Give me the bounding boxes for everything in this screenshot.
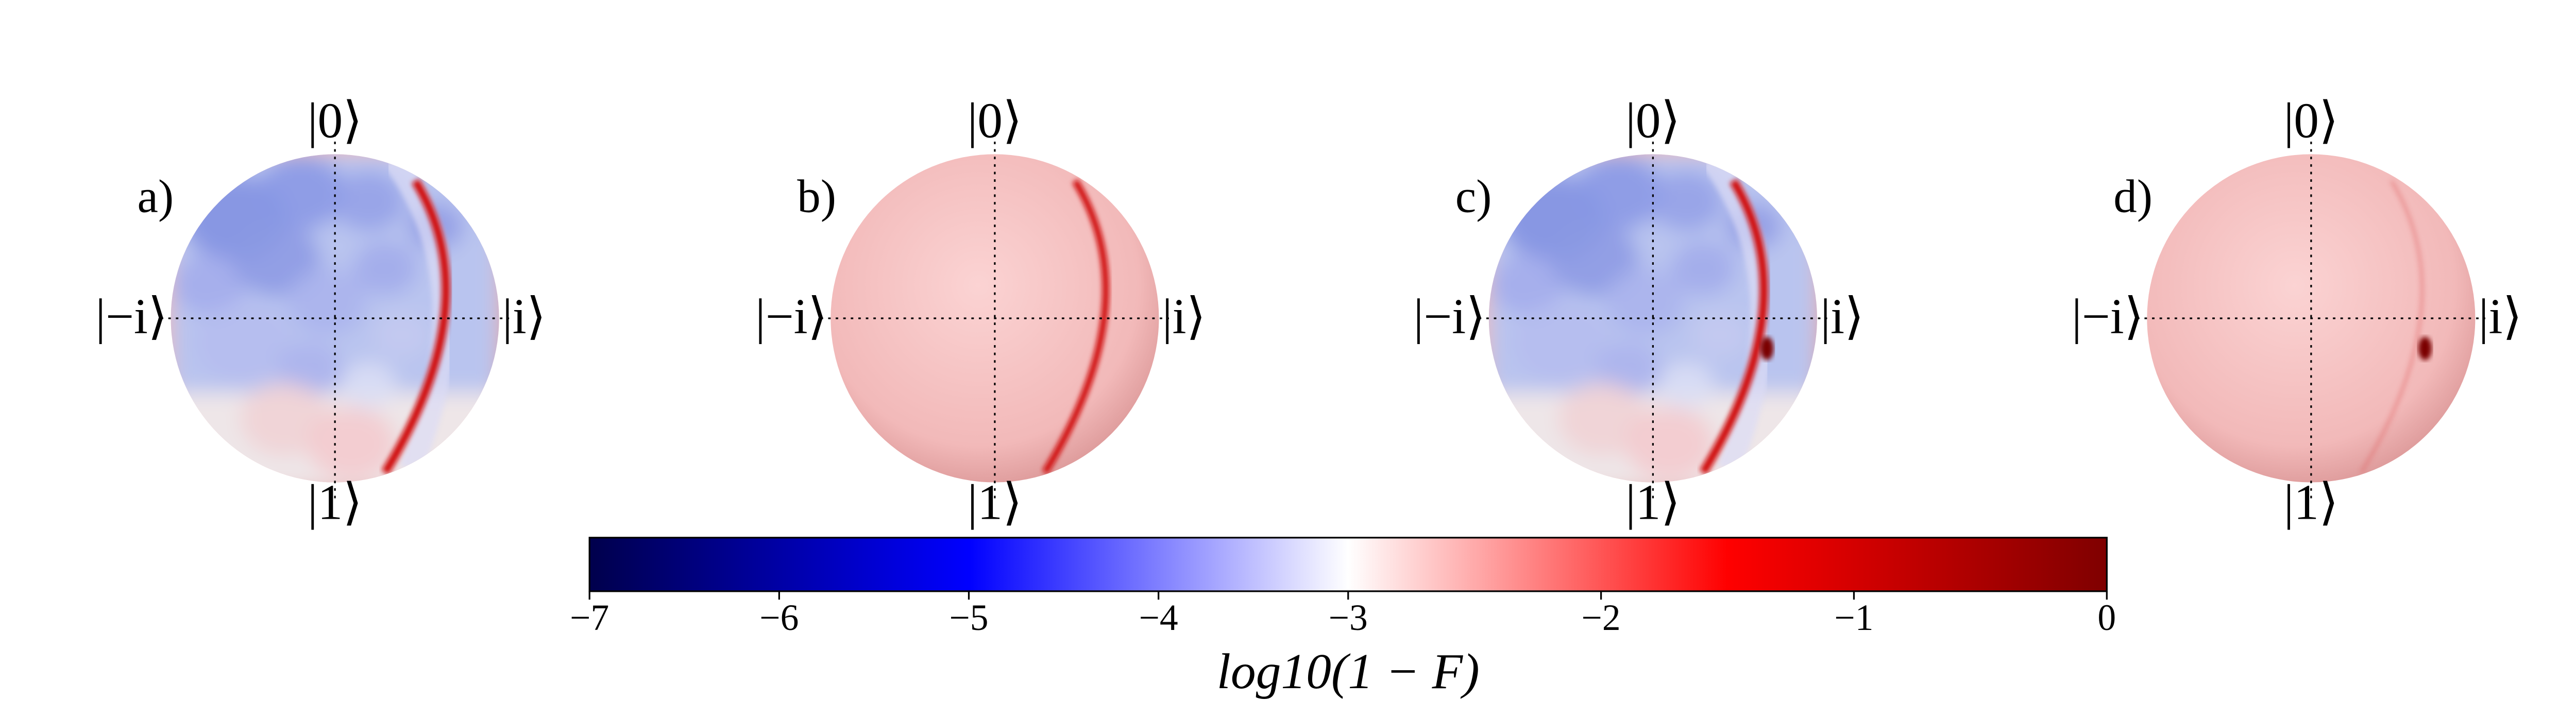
hot-spot — [1760, 336, 1774, 361]
texture-spot — [240, 382, 329, 456]
ket-label: |0⟩ — [2284, 93, 2338, 149]
bloch-sphere: |0⟩ |1⟩ |−i⟩ |i⟩ c) — [1414, 93, 1864, 531]
texture-spot — [1658, 362, 1715, 409]
ket-label: |1⟩ — [2284, 475, 2338, 531]
texture-spot — [1691, 311, 1749, 358]
x-tick-label: −2 — [1582, 598, 1621, 638]
high-infidelity-arc — [381, 179, 450, 475]
texture-spot — [1671, 241, 1736, 295]
x-tick-label: −4 — [1139, 598, 1178, 638]
x-tick-label: −5 — [949, 598, 988, 638]
texture-spot — [1650, 170, 1723, 231]
texture-spot — [1596, 342, 1660, 396]
high-infidelity-arc — [1699, 179, 1768, 475]
x-tick-label: −3 — [1329, 598, 1368, 638]
texture-spot — [194, 303, 291, 384]
colorbar: −7 −6 −5 −4 −3 −2 −1 0 log10(1 − F) — [570, 537, 2116, 699]
x-tick-label: −7 — [570, 598, 609, 638]
x-axis-label: log10(1 − F) — [1217, 644, 1480, 699]
sphere-texture — [171, 154, 499, 483]
ket-label: |0⟩ — [1625, 93, 1680, 149]
bloch-sphere: |0⟩ |1⟩ |−i⟩ |i⟩ b) — [755, 93, 1206, 531]
ket-label: |0⟩ — [308, 93, 362, 149]
panel-label: b) — [797, 170, 836, 222]
high-infidelity-arc — [2360, 180, 2424, 473]
texture-spot — [332, 170, 405, 231]
ket-label: |−i⟩ — [755, 289, 827, 345]
ket-label: |1⟩ — [308, 475, 362, 531]
texture-spot — [340, 362, 397, 409]
ket-label: |0⟩ — [968, 93, 1022, 149]
texture-spot — [1512, 303, 1609, 384]
texture-spot — [257, 156, 346, 230]
ket-label: |−i⟩ — [2072, 289, 2144, 345]
hot-spot — [2418, 336, 2432, 361]
x-tick-label: 0 — [2097, 598, 2116, 638]
texture-spot — [1575, 156, 1664, 230]
texture-spot — [286, 268, 367, 335]
bloch-sphere: |0⟩ |1⟩ |−i⟩ |i⟩ d) — [2072, 93, 2522, 531]
texture-spot — [1625, 407, 1714, 481]
ket-label: |i⟩ — [2479, 289, 2522, 345]
ket-label: |−i⟩ — [95, 289, 167, 345]
bloch-sphere: |0⟩ |1⟩ |−i⟩ |i⟩ a) — [95, 93, 546, 531]
ket-label: |−i⟩ — [1414, 289, 1486, 345]
high-infidelity-arc — [1042, 179, 1109, 474]
ket-label: |i⟩ — [502, 289, 546, 345]
ket-label: |i⟩ — [1162, 289, 1206, 345]
x-tick-label: −1 — [1834, 598, 1873, 638]
sphere-texture — [2360, 180, 2432, 473]
texture-spot — [277, 342, 342, 396]
sphere-texture — [1488, 154, 1817, 483]
panel-label: a) — [138, 170, 174, 222]
texture-spot — [307, 407, 396, 481]
texture-spot — [353, 241, 418, 295]
texture-spot — [173, 254, 246, 315]
panel-label: c) — [1455, 170, 1492, 222]
panel-label: d) — [2113, 170, 2153, 222]
colorbar-gradient — [588, 537, 2108, 592]
ket-label: |i⟩ — [1820, 289, 1864, 345]
texture-spot — [1491, 254, 1564, 315]
sphere-texture — [1042, 179, 1109, 474]
texture-spot — [1604, 268, 1685, 335]
ket-label: |1⟩ — [1625, 475, 1680, 531]
x-tick-label: −6 — [759, 598, 799, 638]
panels: |0⟩ |1⟩ |−i⟩ |i⟩ a) |0⟩ |1⟩ |−i⟩ |i⟩ b) |0⟩ |1⟩ |−i⟩… — [95, 93, 2522, 531]
texture-spot — [374, 311, 430, 358]
texture-spot — [1558, 382, 1647, 456]
ket-label: |1⟩ — [968, 475, 1022, 531]
